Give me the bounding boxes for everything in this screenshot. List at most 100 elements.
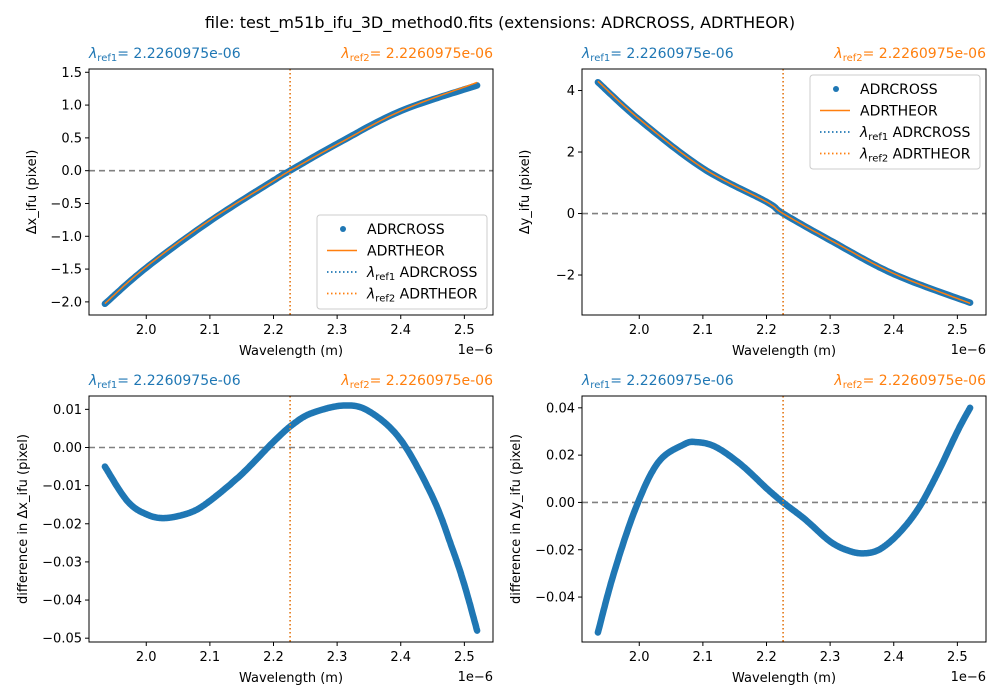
x-tick-label: 2.2 <box>756 650 777 665</box>
series-difference-points <box>594 404 974 636</box>
y-tick-label: 0.02 <box>546 449 575 464</box>
y-tick-label: −0.03 <box>42 555 82 570</box>
series-adrtheor-line-overlay <box>597 80 971 304</box>
ref1-title-label: λref1= 2.2260975e-06 <box>581 46 734 64</box>
x-tick-label: 2.3 <box>820 323 841 338</box>
legend-label: ADRTHEOR <box>860 104 938 120</box>
legend-marker-dot <box>340 226 346 232</box>
ref2-title-label: λref2= 2.2260975e-06 <box>833 46 986 64</box>
y-tick-label: −0.02 <box>42 517 82 532</box>
x-tick-label: 2.1 <box>693 650 714 665</box>
axes-frame <box>581 395 987 643</box>
x-tick-label: 2.5 <box>454 650 475 665</box>
y-axis-label: difference in Δx_ifu (pixel) <box>16 434 31 604</box>
x-axis-label: Wavelength (m) <box>732 344 836 359</box>
legend-label: λref1 ADRCROSS <box>859 125 970 143</box>
x-tick-label: 2.0 <box>629 650 650 665</box>
series-difference-points <box>101 402 481 634</box>
x-tick-label: 2.2 <box>263 650 284 665</box>
legend: ADRCROSS ADRTHEOR λref1 ADRCROSS λref2 ADRT… <box>316 214 488 310</box>
y-axis-label: difference in Δy_ifu (pixel) <box>509 434 524 604</box>
series-adrtheor-line-overlay <box>104 81 478 304</box>
y-tick-label: 4 <box>567 84 575 99</box>
y-tick-label: 1.5 <box>61 66 82 81</box>
x-tick-label: 2.3 <box>820 650 841 665</box>
plot-area <box>89 396 493 642</box>
ref1-title-label: λref1= 2.2260975e-06 <box>88 46 241 64</box>
legend-label: ADRCROSS <box>367 222 445 238</box>
y-tick-label: −0.05 <box>42 632 82 647</box>
subplot-dy: 2.0 2.1 2.2 2.3 2.4 2.5 −2 0 2 4 Wavelength (m) Δy_… <box>518 46 987 359</box>
legend-label: λref2 ADRTHEOR <box>859 147 971 165</box>
ref1-title-label: λref1= 2.2260975e-06 <box>88 373 241 391</box>
legend: ADRCROSS ADRTHEOR λref1 ADRCROSS λref2 ADRT… <box>809 74 981 170</box>
x-tick-label: 2.3 <box>327 323 348 338</box>
x-tick-label: 2.5 <box>947 323 968 338</box>
y-tick-label: −0.01 <box>42 479 82 494</box>
y-tick-label: 0.01 <box>53 403 82 418</box>
axes-frame <box>88 395 494 643</box>
axes-frame <box>88 68 494 316</box>
legend-box <box>809 74 981 170</box>
y-tick-label: −2.0 <box>50 295 82 310</box>
y-tick-label: 0.04 <box>546 401 575 416</box>
legend-label: ADRTHEOR <box>367 244 445 260</box>
legend-box <box>316 214 488 310</box>
subplot-dy-difference: 2.0 2.1 2.2 2.3 2.4 2.5 −0.04 −0.02 0.00 0.02 0.04… <box>509 373 987 686</box>
y-tick-label: 1.0 <box>61 99 82 114</box>
y-tick-label: −2 <box>556 269 575 284</box>
ref2-title-label: λref2= 2.2260975e-06 <box>833 373 986 391</box>
y-tick-label: 0.0 <box>61 164 82 179</box>
y-tick-label: 0.00 <box>53 441 82 456</box>
x-tick-label: 2.2 <box>263 323 284 338</box>
y-axis-label: Δy_ifu (pixel) <box>518 150 533 235</box>
x-tick-label: 2.0 <box>136 650 157 665</box>
y-tick-label: −0.04 <box>535 591 575 606</box>
x-offset-label: 1e−6 <box>458 343 493 358</box>
ref1-title-label: λref1= 2.2260975e-06 <box>581 373 734 391</box>
x-tick-label: 2.4 <box>883 650 904 665</box>
x-tick-label: 2.2 <box>756 323 777 338</box>
y-tick-label: −0.02 <box>535 543 575 558</box>
x-tick-label: 2.4 <box>390 650 411 665</box>
x-offset-label: 1e−6 <box>951 670 986 685</box>
y-tick-label: −0.04 <box>42 594 82 609</box>
plot-area <box>582 396 986 642</box>
subplot-dx: 2.0 2.1 2.2 2.3 2.4 2.5 −2.0 −1.5 −1.0 −0.5 0.0 0.5… <box>25 46 494 359</box>
legend-label: ADRCROSS <box>860 82 938 98</box>
plot-area <box>582 69 986 315</box>
plot-area <box>89 69 493 315</box>
legend-label: λref1 ADRCROSS <box>366 265 477 283</box>
x-tick-label: 2.1 <box>200 650 221 665</box>
axes-frame <box>581 68 987 316</box>
subplot-dx-difference: 2.0 2.1 2.2 2.3 2.4 2.5 −0.05 −0.04 −0.03 −0.02 −0… <box>16 373 494 686</box>
y-tick-label: −0.5 <box>50 197 82 212</box>
x-offset-label: 1e−6 <box>458 670 493 685</box>
x-axis-label: Wavelength (m) <box>732 671 836 686</box>
y-tick-label: −1.0 <box>50 230 82 245</box>
x-tick-label: 2.5 <box>454 323 475 338</box>
figure-suptitle: file: test_m51b_ifu_3D_method0.fits (ext… <box>205 13 795 33</box>
x-axis-label: Wavelength (m) <box>239 344 343 359</box>
x-tick-label: 2.4 <box>883 323 904 338</box>
legend-label: λref2 ADRTHEOR <box>366 287 478 305</box>
x-tick-label: 2.0 <box>629 323 650 338</box>
y-tick-label: 0.5 <box>61 131 82 146</box>
x-tick-label: 2.1 <box>693 323 714 338</box>
x-tick-label: 2.1 <box>200 323 221 338</box>
ref2-title-label: λref2= 2.2260975e-06 <box>340 46 493 64</box>
y-tick-label: 2 <box>567 146 575 161</box>
x-offset-label: 1e−6 <box>951 343 986 358</box>
ref2-title-label: λref2= 2.2260975e-06 <box>340 373 493 391</box>
x-tick-label: 2.0 <box>136 323 157 338</box>
y-tick-label: 0.00 <box>546 496 575 511</box>
x-tick-label: 2.5 <box>947 650 968 665</box>
x-tick-label: 2.4 <box>390 323 411 338</box>
y-tick-label: −1.5 <box>50 263 82 278</box>
y-tick-label: 0 <box>567 207 575 222</box>
y-axis-label: Δx_ifu (pixel) <box>25 150 40 235</box>
x-axis-label: Wavelength (m) <box>239 671 343 686</box>
legend-marker-dot <box>833 86 839 92</box>
x-tick-label: 2.3 <box>327 650 348 665</box>
